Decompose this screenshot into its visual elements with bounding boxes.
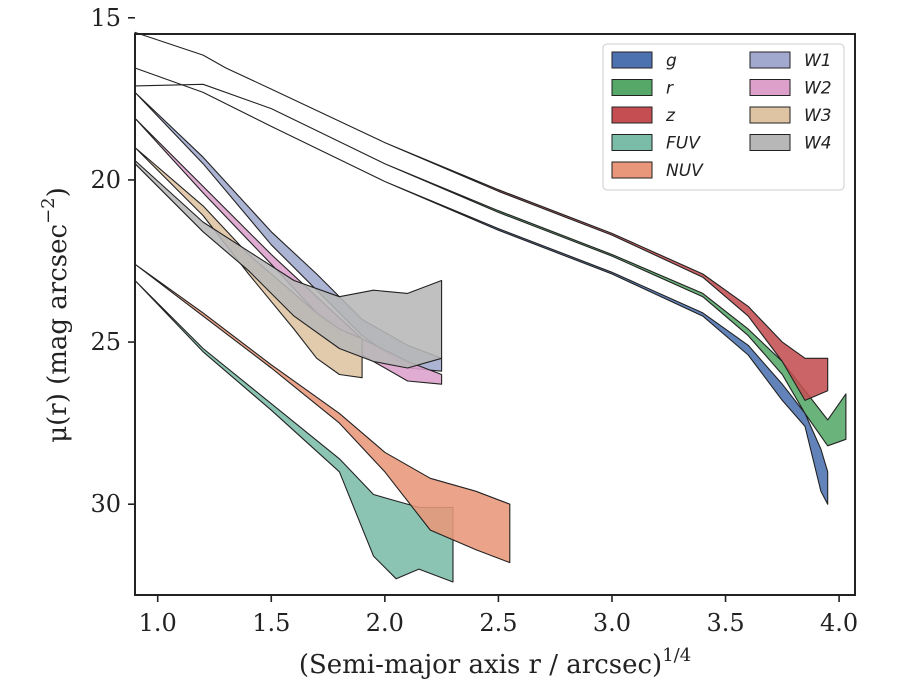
x-tick-label: 2.5 <box>479 609 517 637</box>
y-tick-label: 25 <box>90 328 121 356</box>
legend-swatch-w2 <box>749 79 791 96</box>
legend-swatch-g <box>611 51 653 69</box>
series-area-fuv <box>134 279 454 583</box>
legend-label-w4: W4 <box>804 134 832 154</box>
plot-frame <box>134 33 856 596</box>
legend-label-z: z <box>665 106 676 126</box>
profile-areas <box>134 31 847 583</box>
legend-swatch-w4 <box>749 134 791 151</box>
x-tick-label: 3.5 <box>706 609 744 637</box>
x-tick-label: 4.0 <box>820 609 858 637</box>
legend-swatch-w1 <box>749 51 791 69</box>
legend-label-r: r <box>666 79 674 99</box>
y-axis-ticks: 15 20 25 30 <box>90 4 135 518</box>
x-axis-title: (Semi-major axis r / arcsec)1/4 <box>299 645 691 680</box>
legend-swatch-fuv <box>611 134 653 151</box>
legend-swatch-z <box>611 106 653 124</box>
legend-label-fuv: FUV <box>666 134 701 154</box>
legend-swatch-r <box>611 79 653 96</box>
series-area-w1 <box>134 91 443 372</box>
x-axis-title-main: (Semi-major axis r / arcsec) <box>299 650 662 680</box>
x-axis-ticks: 1.0 1.5 2.0 2.5 3.0 3.5 4.0 <box>139 595 858 637</box>
legend-label-w1: W1 <box>804 51 832 71</box>
y-tick-label: 15 <box>90 4 121 32</box>
series-area-r <box>134 83 847 447</box>
legend-label-nuv: NUV <box>666 161 704 181</box>
y-axis-title: μ(r) (mag arcsec−2) <box>38 187 73 443</box>
x-tick-label: 2.0 <box>366 609 404 637</box>
x-tick-label: 3.0 <box>593 609 631 637</box>
legend: grz FUV NUV W1 W2 W3 W4 <box>602 43 845 191</box>
x-tick-label: 1.0 <box>139 609 177 637</box>
x-axis-title-exp: 1/4 <box>662 645 691 666</box>
legend-label-w2: W2 <box>804 79 832 99</box>
y-tick-label: 20 <box>90 166 121 194</box>
legend-label-w3: W3 <box>804 106 832 126</box>
legend-swatch-nuv <box>611 161 653 179</box>
legend-label-g: g <box>666 51 677 71</box>
legend-swatch-w3 <box>749 106 791 124</box>
y-axis-title-main: μ(r) (mag arcsec <box>43 224 73 443</box>
y-axis-title-end: ) <box>43 187 73 197</box>
series-area-w4 <box>134 159 443 369</box>
series-area-g <box>134 67 829 505</box>
y-tick-label: 30 <box>90 490 121 518</box>
series-area-z <box>134 31 829 401</box>
series-area-nuv <box>134 263 511 564</box>
y-axis-title-exp: −2 <box>38 197 59 224</box>
x-tick-label: 1.5 <box>252 609 290 637</box>
